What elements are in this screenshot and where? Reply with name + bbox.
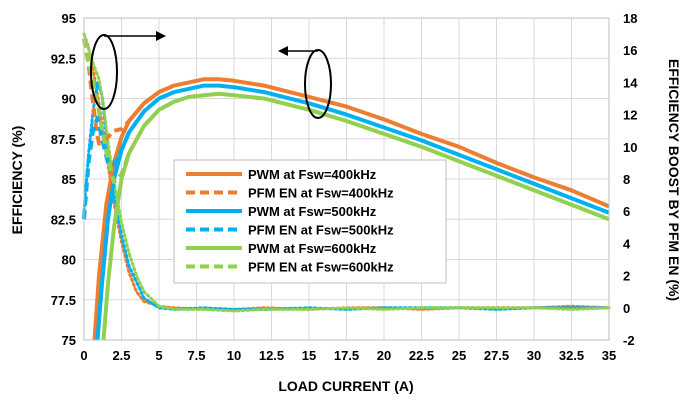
legend-label: PWM at Fsw=600kHz (248, 241, 377, 256)
series-line-1 (92, 77, 610, 341)
series-line-6 (82, 38, 175, 185)
y-tick-label: 95 (62, 11, 76, 26)
y-tick-label: 92.5 (51, 51, 76, 66)
x-tick-label: 20 (377, 348, 391, 363)
y2-tick-label: 14 (623, 75, 638, 90)
y2-tick-label: 2 (623, 269, 630, 284)
x-tick-label: 15 (302, 348, 316, 363)
y-tick-label: 75 (62, 333, 76, 348)
y2-tick-label: 10 (623, 140, 637, 155)
y2-tick-label: -2 (623, 333, 635, 348)
y2-tick-label: 0 (623, 301, 630, 316)
plot-frame (83, 17, 610, 341)
x-tick-label: 25 (452, 348, 466, 363)
x-tick-label: 32.5 (559, 348, 584, 363)
y-tick-label: 85 (62, 172, 76, 187)
x-tick-label: 17.5 (334, 348, 359, 363)
legend-label: PFM EN at Fsw=500kHz (248, 223, 394, 238)
y-tick-label: 87.5 (51, 132, 76, 147)
annotation-arrowhead-right (156, 31, 166, 41)
y2-tick-label: 18 (623, 11, 637, 26)
series-line-9 (82, 32, 611, 313)
x-axis-title: LOAD CURRENT (A) (278, 378, 413, 394)
legend-box (173, 159, 447, 284)
y-tick-label: 90 (62, 92, 76, 107)
annotation-arrowhead-left (278, 46, 288, 56)
x-tick-label: 10 (227, 348, 241, 363)
legend: PWM at Fsw=400kHz PFM EN at Fsw=400kHz PWM… (173, 159, 447, 284)
series-layer (82, 32, 611, 341)
y2-axis-title: EFFICIENCY BOOST BY PFM EN (%) (666, 59, 682, 301)
x-tick-label: 27.5 (484, 348, 509, 363)
legend-label: PFM EN at Fsw=400kHz (248, 186, 394, 201)
y2-tick-label: 12 (623, 108, 637, 123)
y-tick-label: 82.5 (51, 212, 76, 227)
annotation-ellipse-left (90, 34, 118, 110)
y2-tick-label: 16 (623, 43, 637, 58)
y2-tick-label: 4 (623, 236, 631, 251)
legend-label: PWM at Fsw=400kHz (248, 167, 377, 182)
legend-label: PWM at Fsw=500kHz (248, 204, 377, 219)
y-tick-label: 77.5 (51, 293, 76, 308)
x-tick-label: 22.5 (409, 348, 434, 363)
y-tick-label: 80 (62, 253, 76, 268)
y2-tick-label: 8 (623, 172, 630, 187)
x-tick-label: 2.5 (112, 348, 130, 363)
x-tick-label: 30 (527, 348, 541, 363)
annotations (90, 31, 332, 119)
x-tick-label: 7.5 (187, 348, 205, 363)
legend-label: PFM EN at Fsw=600kHz (248, 260, 394, 275)
x-tick-label: 12.5 (259, 348, 284, 363)
x-tick-label: 5 (155, 348, 162, 363)
series-line-5 (101, 91, 610, 341)
y2-tick-label: 6 (623, 204, 630, 219)
x-tick-label: 0 (80, 348, 87, 363)
x-tick-label: 35 (602, 348, 616, 363)
y-axis-title: EFFICIENCY (%) (9, 126, 25, 235)
annotation-ellipse-right (304, 49, 332, 119)
series-line-3 (95, 83, 610, 341)
